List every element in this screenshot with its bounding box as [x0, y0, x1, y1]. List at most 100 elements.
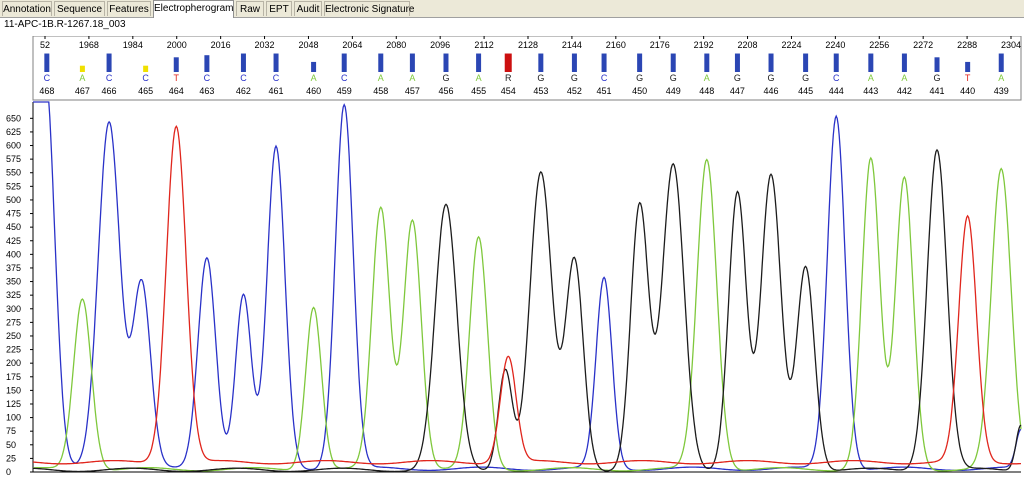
- base-call-letter[interactable]: A: [409, 73, 415, 83]
- base-call-letter[interactable]: T: [174, 73, 180, 83]
- y-tick-label: 275: [6, 317, 21, 327]
- scan-tick-label: 1984: [123, 40, 143, 50]
- base-position-label: 459: [337, 86, 352, 96]
- tab-raw[interactable]: Raw: [236, 1, 264, 16]
- base-position-label: 444: [829, 86, 844, 96]
- scan-tick-label: 2096: [430, 40, 450, 50]
- base-position-label: 442: [897, 86, 912, 96]
- base-call-letter[interactable]: G: [571, 73, 578, 83]
- y-tick-label: 0: [6, 467, 11, 477]
- scan-tick-label: 2304: [1001, 40, 1021, 50]
- quality-bar: [965, 61, 971, 72]
- base-call-letter[interactable]: A: [704, 73, 710, 83]
- base-call-header: [32, 35, 1022, 101]
- base-call-letter[interactable]: A: [868, 73, 874, 83]
- base-call-letter[interactable]: G: [537, 73, 544, 83]
- y-tick-label: 125: [6, 399, 21, 409]
- quality-bar: [173, 57, 179, 72]
- y-tick-label: 400: [6, 249, 21, 259]
- scan-tick-label: 2128: [518, 40, 538, 50]
- scan-tick-label: 2016: [211, 40, 231, 50]
- base-call-letter[interactable]: A: [476, 73, 482, 83]
- scan-tick-label: 2240: [825, 40, 845, 50]
- y-tick-label: 625: [6, 127, 21, 137]
- scan-tick-label: 1968: [79, 40, 99, 50]
- quality-bar: [311, 61, 317, 72]
- y-tick-label: 575: [6, 154, 21, 164]
- base-call-letter[interactable]: C: [240, 73, 247, 83]
- quality-bar: [704, 53, 710, 72]
- quality-bar: [106, 53, 112, 72]
- base-call-letter[interactable]: C: [106, 73, 113, 83]
- base-call-letter[interactable]: C: [601, 73, 608, 83]
- electropherogram-chart[interactable]: 52 1968 1984 2000 2016 2032 2048 2064 2080 2096 21…: [0, 35, 1024, 484]
- scan-tick-label: 2176: [650, 40, 670, 50]
- base-call-letter[interactable]: C: [204, 73, 211, 83]
- base-position-label: 453: [533, 86, 548, 96]
- y-tick-label: 225: [6, 345, 21, 355]
- trace-g: [32, 148, 1022, 473]
- base-call-letter[interactable]: G: [442, 73, 449, 83]
- quality-bar: [273, 53, 279, 72]
- scan-tick-label: 2032: [255, 40, 275, 50]
- y-tick-label: 475: [6, 209, 21, 219]
- tab-ept[interactable]: EPT: [266, 1, 292, 16]
- y-tick-label: 325: [6, 290, 21, 300]
- base-call-letter[interactable]: C: [341, 73, 348, 83]
- y-tick-label: 25: [6, 453, 16, 463]
- quality-bar: [409, 53, 415, 72]
- base-position-label: 440: [960, 86, 975, 96]
- quality-bar: [204, 55, 210, 72]
- base-call-letter[interactable]: C: [44, 73, 51, 83]
- base-position-label: 439: [994, 86, 1009, 96]
- quality-bar: [571, 53, 577, 72]
- base-call-letter[interactable]: C: [142, 73, 149, 83]
- base-call-letter[interactable]: A: [901, 73, 907, 83]
- base-position-label: 455: [471, 86, 486, 96]
- y-tick-label: 425: [6, 236, 21, 246]
- base-position-label: 468: [39, 86, 54, 96]
- base-call-letter[interactable]: G: [802, 73, 809, 83]
- base-call-letter[interactable]: G: [734, 73, 741, 83]
- base-position-label: 452: [567, 86, 582, 96]
- tab-electronic-signature[interactable]: Electronic Signature: [324, 1, 415, 16]
- base-call-letter[interactable]: R: [505, 73, 512, 83]
- base-call-letter[interactable]: C: [273, 73, 280, 83]
- base-call-letter[interactable]: G: [670, 73, 677, 83]
- quality-bar: [240, 53, 246, 72]
- y-tick-label: 300: [6, 304, 21, 314]
- electropherogram-panel[interactable]: 52 1968 1984 2000 2016 2032 2048 2064 2080 2096 21…: [0, 35, 1024, 484]
- tab-features[interactable]: Features: [107, 1, 151, 16]
- base-call-letter[interactable]: A: [998, 73, 1004, 83]
- tab-annotation[interactable]: Annotation: [2, 1, 52, 16]
- quality-bar: [378, 53, 384, 72]
- base-call-letter[interactable]: G: [768, 73, 775, 83]
- base-call-letter[interactable]: T: [965, 73, 971, 83]
- scan-tick-label: 2144: [562, 40, 582, 50]
- quality-bar: [670, 53, 676, 72]
- y-tick-label: 150: [6, 385, 21, 395]
- base-call-letter[interactable]: A: [79, 73, 85, 83]
- base-call-letter[interactable]: A: [311, 73, 317, 83]
- base-call-letter[interactable]: C: [833, 73, 840, 83]
- base-position-label: 464: [169, 86, 184, 96]
- base-position-label: 466: [102, 86, 117, 96]
- tab-sequence[interactable]: Sequence: [54, 1, 105, 16]
- base-position-label: 441: [930, 86, 945, 96]
- base-call-letter[interactable]: G: [934, 73, 941, 83]
- scan-tick-label: 2224: [781, 40, 801, 50]
- quality-bar: [833, 53, 839, 72]
- scan-tick-label: 2256: [869, 40, 889, 50]
- base-position-label: 461: [269, 86, 284, 96]
- scan-tick-label: 2080: [386, 40, 406, 50]
- base-call-letter[interactable]: G: [636, 73, 643, 83]
- quality-bar: [443, 53, 449, 72]
- trace-a: [33, 156, 1022, 472]
- base-position-label: 448: [699, 86, 714, 96]
- quality-bar: [143, 65, 149, 72]
- scan-tick-label: 2192: [694, 40, 714, 50]
- tab-audit[interactable]: Audit: [294, 1, 322, 16]
- tab-electropherogram[interactable]: Electropherogram: [153, 0, 234, 18]
- scan-tick-label: 52: [40, 40, 50, 50]
- base-call-letter[interactable]: A: [378, 73, 384, 83]
